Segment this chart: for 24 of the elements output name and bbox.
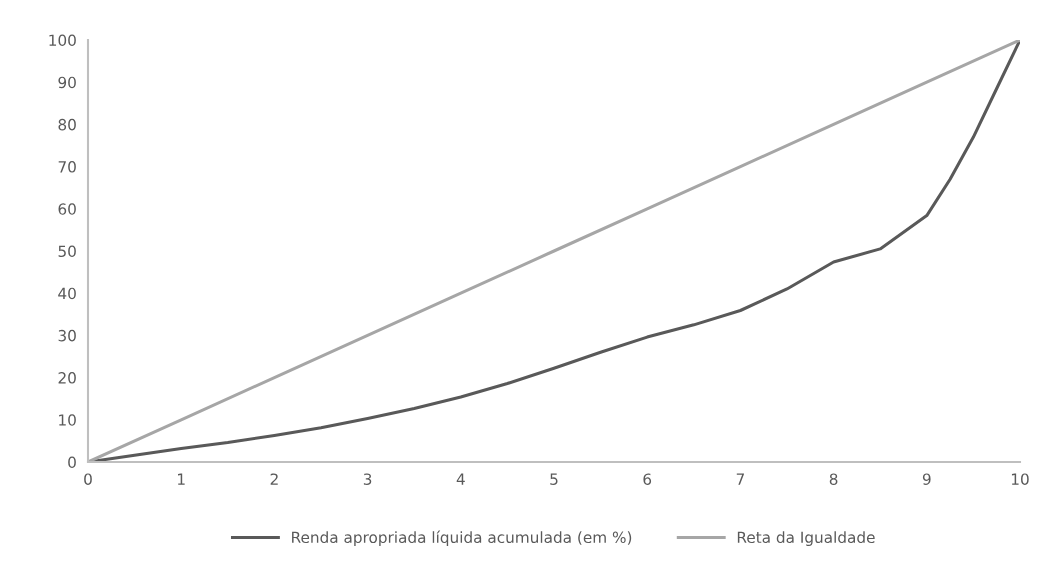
x-tick-label: 3 <box>363 473 372 485</box>
x-tick-label: 1 <box>178 473 185 485</box>
x-tick-label: 7 <box>736 473 744 485</box>
y-tick-label: 70 <box>58 161 76 173</box>
y-tick-label: 20 <box>58 372 76 384</box>
legend-label: Renda apropriada líquida acumulada (em %) <box>292 530 632 547</box>
y-tick-label: 10 <box>59 414 76 426</box>
x-tick-label: 9 <box>922 473 931 485</box>
y-tick-label: 40 <box>58 287 76 300</box>
legend-label: Reta da Igualdade <box>737 531 875 547</box>
x-tick-label: 10 <box>1011 473 1029 485</box>
x-tick-label: 6 <box>643 473 652 485</box>
y-tick-label: 60 <box>58 203 76 215</box>
x-tick-label: 4 <box>456 473 465 485</box>
y-tick-label: 80 <box>58 118 76 131</box>
x-tick-label: 0 <box>84 473 92 485</box>
x-tick-label: 5 <box>550 473 558 485</box>
x-tick-label: 8 <box>829 473 838 485</box>
y-tick-label: 90 <box>58 76 76 89</box>
y-tick-label: 100 <box>49 34 76 47</box>
y-tick-label: 50 <box>58 245 76 258</box>
x-tick-label: 2 <box>270 473 278 485</box>
y-tick-label: 30 <box>58 329 76 342</box>
y-tick-label: 0 <box>68 456 76 469</box>
